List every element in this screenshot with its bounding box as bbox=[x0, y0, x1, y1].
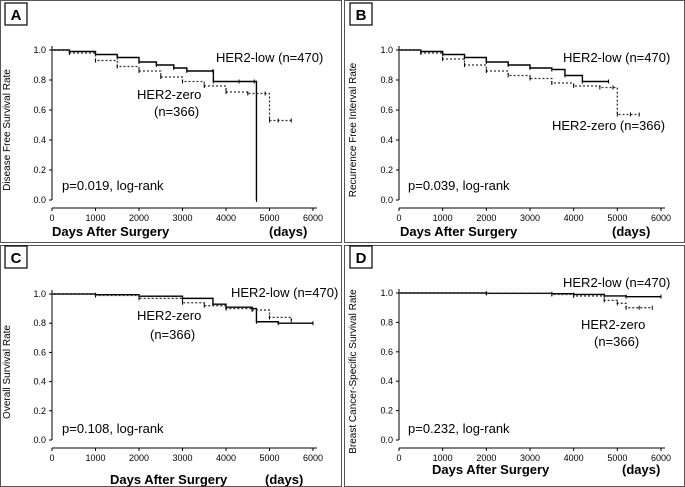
x-axis-label: Days After Surgery bbox=[400, 224, 518, 239]
y-tick-label: 0.8 bbox=[380, 317, 393, 327]
series-line-her2-low bbox=[399, 292, 661, 298]
y-tick-label: 1.0 bbox=[33, 289, 46, 299]
y-tick-label: 0.4 bbox=[33, 377, 46, 387]
y-tick-label: 0.0 bbox=[380, 435, 393, 445]
series-label: HER2-low (n=470) bbox=[563, 275, 670, 290]
panel-letter: B bbox=[356, 7, 367, 24]
x-tick-label: 4000 bbox=[216, 213, 236, 223]
chart-panel-d: D 0.0 0.2 0.4 0.6 0.8 1.0 0 1000 2000 3000 4000 5000… bbox=[344, 245, 685, 487]
x-tick-label: 4000 bbox=[564, 213, 584, 223]
y-tick-label: 0.8 bbox=[33, 318, 46, 328]
p-value-annotation: p=0.019, log-rank bbox=[62, 178, 164, 193]
x-tick-label: 6000 bbox=[651, 213, 671, 223]
series-label: HER2-zero bbox=[137, 308, 201, 323]
series-label: (n=366) bbox=[594, 334, 639, 349]
x-tick-label: 6000 bbox=[303, 213, 323, 223]
series-label: (n=366) bbox=[154, 104, 199, 119]
p-value-annotation: p=0.232, log-rank bbox=[408, 421, 510, 436]
y-tick-label: 0.0 bbox=[380, 195, 393, 205]
y-tick-label: 0.6 bbox=[33, 347, 46, 357]
x-tick-label: 5000 bbox=[259, 213, 279, 223]
x-axis-label: Days After Surgery bbox=[110, 472, 228, 487]
p-value-annotation: p=0.039, log-rank bbox=[408, 178, 510, 193]
y-tick-label: 0.2 bbox=[33, 406, 46, 416]
x-tick-label: 0 bbox=[49, 213, 54, 223]
series-line-her2-zero bbox=[399, 292, 653, 309]
chart-panel-b: B 0.0 0.2 0.4 0.6 0.8 1.0 0 1000 2000 3000 4000 5000… bbox=[344, 0, 685, 243]
x-tick-label: 2000 bbox=[129, 213, 149, 223]
series-label: HER2-low (n=470) bbox=[216, 50, 323, 65]
x-axis-label: Days After Surgery bbox=[52, 224, 170, 239]
x-tick-label: 0 bbox=[396, 213, 401, 223]
panel-border bbox=[0, 0, 342, 243]
x-tick-label: 2000 bbox=[129, 453, 149, 463]
x-tick-label: 2000 bbox=[476, 213, 496, 223]
x-axis-unit: (days) bbox=[622, 462, 660, 477]
series-line-her2-zero bbox=[52, 293, 292, 321]
y-tick-label: 1.0 bbox=[380, 45, 393, 55]
x-tick-label: 3000 bbox=[520, 453, 540, 463]
y-tick-label: 0.2 bbox=[33, 165, 46, 175]
x-axis-unit: (days) bbox=[265, 472, 303, 487]
x-tick-label: 1000 bbox=[433, 453, 453, 463]
x-tick-label: 5000 bbox=[607, 213, 627, 223]
x-tick-label: 5000 bbox=[259, 453, 279, 463]
x-tick-label: 2000 bbox=[476, 453, 496, 463]
y-tick-label: 0.2 bbox=[380, 406, 393, 416]
y-axis-label: Recurrence Free Interval Rate bbox=[348, 62, 359, 197]
y-tick-label: 0.0 bbox=[33, 435, 46, 445]
series-label: (n=366) bbox=[150, 327, 195, 342]
y-tick-label: 1.0 bbox=[380, 288, 393, 298]
y-axis-label: Overall Survival Rate bbox=[2, 325, 13, 419]
x-axis-label: Days After Surgery bbox=[432, 462, 550, 477]
x-tick-label: 0 bbox=[49, 453, 54, 463]
series-line-her2-low bbox=[52, 293, 313, 324]
x-tick-label: 4000 bbox=[564, 453, 584, 463]
y-tick-label: 1.0 bbox=[33, 45, 46, 55]
series-label: HER2-zero bbox=[137, 87, 201, 102]
panel-letter-box bbox=[349, 245, 373, 269]
panel-letter-box bbox=[4, 245, 28, 269]
x-tick-label: 6000 bbox=[651, 453, 671, 463]
y-tick-label: 0.2 bbox=[380, 165, 393, 175]
y-tick-label: 0.4 bbox=[380, 135, 393, 145]
y-tick-label: 0.8 bbox=[33, 75, 46, 85]
x-axis-unit: (days) bbox=[612, 224, 650, 239]
y-tick-label: 0.6 bbox=[33, 105, 46, 115]
x-tick-label: 6000 bbox=[303, 453, 323, 463]
x-tick-label: 3000 bbox=[172, 213, 192, 223]
x-tick-label: 1000 bbox=[85, 213, 105, 223]
chart-panel-c: C 0.0 0.2 0.4 0.6 0.8 1.0 0 1000 2000 3000 4000 5000… bbox=[0, 245, 342, 487]
panel-letter-box bbox=[4, 2, 28, 26]
y-axis-label: Disease Free Survival Rate bbox=[2, 69, 13, 191]
x-tick-label: 4000 bbox=[216, 453, 236, 463]
x-tick-label: 5000 bbox=[607, 453, 627, 463]
y-tick-label: 0.4 bbox=[380, 376, 393, 386]
series-label: HER2-zero (n=366) bbox=[552, 118, 665, 133]
panel-letter: D bbox=[356, 250, 367, 267]
series-label: HER2-low (n=470) bbox=[563, 50, 670, 65]
x-tick-label: 1000 bbox=[85, 453, 105, 463]
y-tick-label: 0.8 bbox=[380, 75, 393, 85]
y-tick-label: 0.4 bbox=[33, 135, 46, 145]
y-tick-label: 0.0 bbox=[33, 195, 46, 205]
chart-panel-a: A 0.0 0.2 0.4 0.6 0.8 1.0 0 1000 2000 3000 4000 5000… bbox=[0, 0, 342, 243]
x-tick-label: 3000 bbox=[172, 453, 192, 463]
panel-letter: A bbox=[11, 7, 22, 24]
y-axis-label: Breast Cancer-Specific Survival Rate bbox=[348, 289, 359, 454]
panel-letter: C bbox=[11, 250, 22, 267]
series-label: HER2-low (n=470) bbox=[231, 285, 338, 300]
x-axis-unit: (days) bbox=[269, 224, 307, 239]
y-tick-label: 0.6 bbox=[380, 347, 393, 357]
series-label: HER2-zero bbox=[581, 317, 645, 332]
p-value-annotation: p=0.108, log-rank bbox=[62, 421, 164, 436]
x-tick-label: 3000 bbox=[520, 213, 540, 223]
y-tick-label: 0.6 bbox=[380, 105, 393, 115]
x-tick-label: 1000 bbox=[433, 213, 453, 223]
panel-letter-box bbox=[349, 2, 373, 26]
x-tick-label: 0 bbox=[396, 453, 401, 463]
